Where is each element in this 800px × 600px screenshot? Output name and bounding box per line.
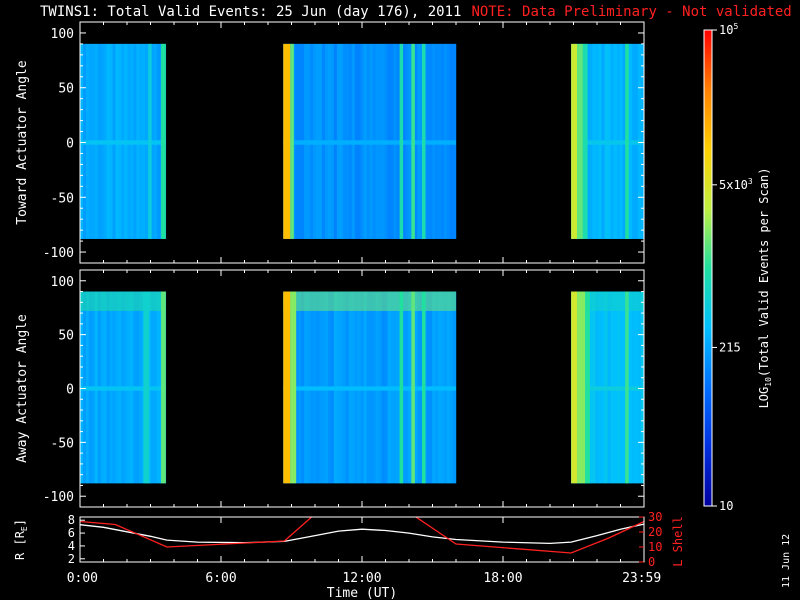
y-tick-label: 100 [51,275,74,290]
top-band [283,291,456,311]
center-band [283,386,456,391]
lshell-series-line [414,517,644,554]
colorbar-tick-label: 105 [719,22,738,37]
y-tick-label: 50 [58,329,74,344]
y-tick-label: -100 [43,490,74,505]
intensity-stripe [577,43,583,239]
y-tick-label: 100 [51,27,74,42]
y-tick-label: 50 [58,82,74,97]
date-stamp: 11 Jun 12 [781,534,792,588]
center-band [571,386,644,391]
colorbar: 105 5x103 215 10 LOG10(Total Valid Events pe… [703,22,773,513]
intensity-stripe [571,43,578,239]
intensity-stripe [421,291,426,484]
intensity-stripe [577,291,586,484]
colorbar-tick-label: 215 [719,340,741,354]
data-block [80,43,167,239]
intensity-stripe [582,43,588,239]
title-main: TWINS1: Total Valid Events: 25 Jun (day … [40,4,462,20]
data-block [571,291,645,484]
colorbar-frame [703,29,713,507]
y-right-tick-label: 30 [648,510,662,524]
intensity-stripe [399,43,404,239]
intensity-stripe [148,43,152,239]
intensity-stripe [411,43,415,239]
intensity-stripe [571,291,578,484]
intensity-stripe [283,43,291,239]
y-tick-label: -50 [51,191,74,206]
y-tick-label: 0 [66,383,74,398]
intensity-stripe [625,291,629,484]
y-axis-label: Toward Actuator Angle [15,60,30,225]
colorbar-tick-label: 5x103 [719,177,753,192]
intensity-stripe [290,291,297,484]
intensity-stripe [421,43,426,239]
y-tick-label: -50 [51,436,74,451]
center-band [80,140,166,145]
y-tick-label: -100 [43,246,74,261]
colorbar-tick-label: 10 [719,499,733,513]
away-panel: 100 50 0 -50 -100 Away Actuator Angle [15,269,645,508]
intensity-stripe [625,43,629,239]
colorbar-gradient [704,30,712,506]
x-tick-label: 0:00 [67,571,98,586]
y-tick-label: 8 [68,513,75,527]
toward-panel: 100 50 0 -50 -100 Toward Actuator Angle [15,21,645,264]
y-tick-label: 0 [66,137,74,152]
data-block [283,291,457,484]
y-axis-label-left: R [RE] [13,519,29,560]
y-tick-label: 2 [68,552,75,566]
y-right-tick-label: 20 [648,525,662,539]
r-series-line [80,523,644,545]
chart-title: TWINS1: Total Valid Events: 25 Jun (day … [40,4,792,20]
data-block [283,43,457,239]
y-tick-label: 4 [68,539,75,553]
intensity-stripe [283,291,291,484]
y-right-tick-label: 10 [648,540,662,554]
center-band [571,140,644,145]
intensity-stripe [399,291,404,484]
data-block [571,43,645,239]
intensity-stripe [143,291,150,484]
x-tick-label: 18:00 [483,571,522,586]
y-tick-label: 6 [68,526,75,540]
intensity-stripe [411,291,415,484]
intensity-stripe [290,43,294,239]
x-axis-label: Time (UT) [327,586,397,600]
y-right-tick-label: 0 [648,555,655,569]
data-block [80,291,167,484]
y-axis-label: Away Actuator Angle [15,314,30,463]
y-axis-label-right: L Shell [671,516,685,567]
title-note: NOTE: Data Preliminary - Not validated [471,4,792,20]
top-band [80,291,166,311]
center-band [283,140,456,145]
x-tick-label: 6:00 [205,571,236,586]
intensity-stripe [161,43,166,239]
x-tick-label: 23:59 [622,571,661,586]
intensity-stripe [161,291,166,484]
intensity-stripe [585,291,590,484]
lshell-series-line [80,517,313,548]
colorbar-label: LOG10(Total Valid Events per Scan) [757,168,773,409]
center-band [80,386,166,391]
x-tick-label: 12:00 [342,571,381,586]
